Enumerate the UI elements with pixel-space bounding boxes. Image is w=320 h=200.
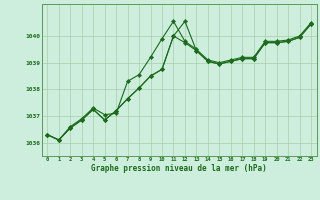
X-axis label: Graphe pression niveau de la mer (hPa): Graphe pression niveau de la mer (hPa) xyxy=(91,164,267,173)
